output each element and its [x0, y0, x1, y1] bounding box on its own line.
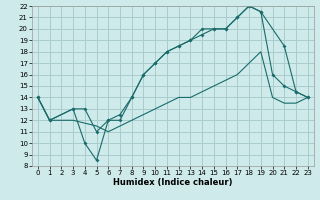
X-axis label: Humidex (Indice chaleur): Humidex (Indice chaleur) [113, 178, 233, 187]
